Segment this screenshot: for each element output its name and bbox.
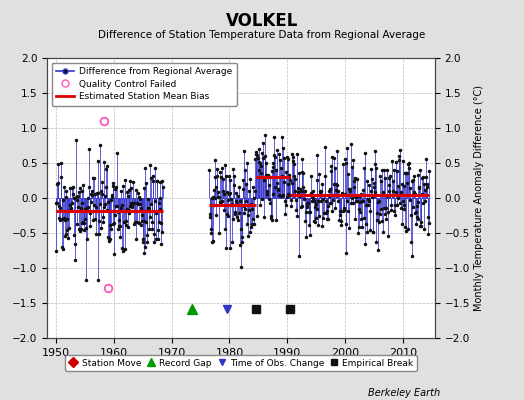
Text: VOLKEL: VOLKEL <box>226 12 298 30</box>
Legend: Difference from Regional Average, Quality Control Failed, Estimated Station Mean: Difference from Regional Average, Qualit… <box>52 62 236 106</box>
Text: Difference of Station Temperature Data from Regional Average: Difference of Station Temperature Data f… <box>99 30 425 40</box>
Y-axis label: Monthly Temperature Anomaly Difference (°C): Monthly Temperature Anomaly Difference (… <box>474 85 484 311</box>
Legend: Station Move, Record Gap, Time of Obs. Change, Empirical Break: Station Move, Record Gap, Time of Obs. C… <box>66 355 417 371</box>
Text: Berkeley Earth: Berkeley Earth <box>368 388 440 398</box>
